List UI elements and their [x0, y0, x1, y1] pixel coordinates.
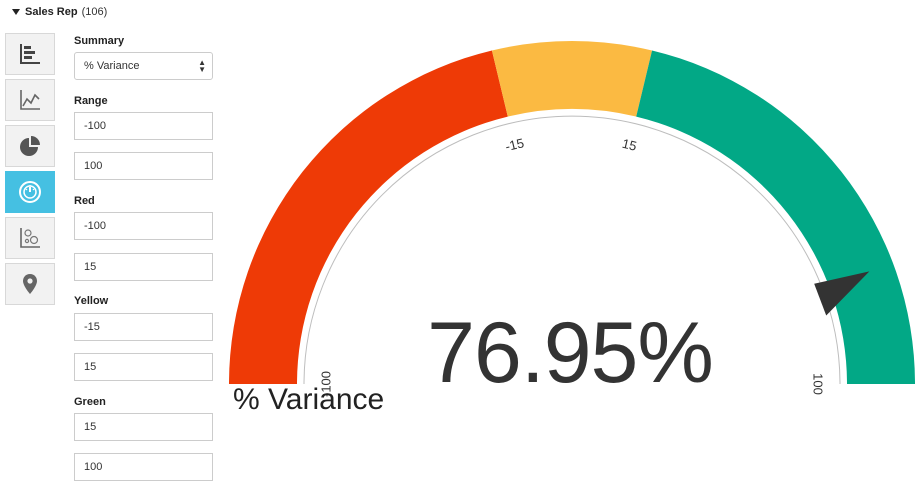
chart-type-toolbar	[5, 33, 57, 309]
gauge-tick-label: -15	[504, 135, 526, 154]
summary-label: Summary	[74, 35, 125, 47]
filter-title: Sales Rep	[25, 6, 78, 18]
gauge-icon	[19, 181, 41, 203]
summary-select[interactable]: % Variance ▲ ▼	[74, 52, 213, 80]
range-min-input[interactable]: -100	[74, 112, 213, 140]
red-max-input[interactable]: 15	[74, 253, 213, 281]
scatter-chart-icon	[20, 228, 40, 248]
pie-chart-button[interactable]	[5, 125, 55, 167]
summary-select-value: % Variance	[84, 60, 140, 72]
scatter-chart-button[interactable]	[5, 217, 55, 259]
gauge-chart: -100 -15 15 100 76.95% % Variance	[220, 0, 922, 479]
map-pin-icon	[23, 274, 37, 294]
gauge-band-yellow	[491, 41, 653, 117]
gauge-band-green	[636, 50, 916, 385]
gauge-tick-label: -100	[318, 371, 333, 397]
bar-chart-icon	[20, 44, 40, 64]
gauge-label: % Variance	[233, 383, 385, 416]
range-max-input[interactable]: 100	[74, 152, 213, 180]
gauge-band-red	[229, 50, 508, 385]
range-label: Range	[74, 95, 108, 107]
map-button[interactable]	[5, 263, 55, 305]
gauge-guide-arc	[303, 115, 841, 385]
green-min-input[interactable]: 15	[74, 413, 213, 441]
gauge-tick-label: 15	[621, 136, 639, 154]
gauge-needle	[814, 271, 870, 316]
yellow-min-input[interactable]: -15	[74, 313, 213, 341]
filter-icon	[12, 9, 20, 15]
red-label: Red	[74, 195, 95, 207]
gauge-value: 76.95%	[427, 305, 714, 401]
bar-chart-button[interactable]	[5, 33, 55, 75]
gauge-button[interactable]	[5, 171, 55, 213]
filter-header[interactable]: Sales Rep (106)	[12, 6, 107, 18]
red-min-input[interactable]: -100	[74, 212, 213, 240]
gauge-tick-label: 100	[811, 373, 826, 395]
green-label: Green	[74, 396, 106, 408]
line-chart-button[interactable]	[5, 79, 55, 121]
yellow-max-input[interactable]: 15	[74, 353, 213, 381]
yellow-label: Yellow	[74, 295, 109, 307]
green-max-input[interactable]: 100	[74, 453, 213, 481]
filter-count: (106)	[81, 6, 108, 18]
pie-chart-icon	[20, 136, 40, 156]
select-arrows-icon: ▲ ▼	[198, 58, 206, 74]
gauge-svg: -100 -15 15 100	[229, 41, 916, 397]
line-chart-icon	[20, 90, 40, 110]
